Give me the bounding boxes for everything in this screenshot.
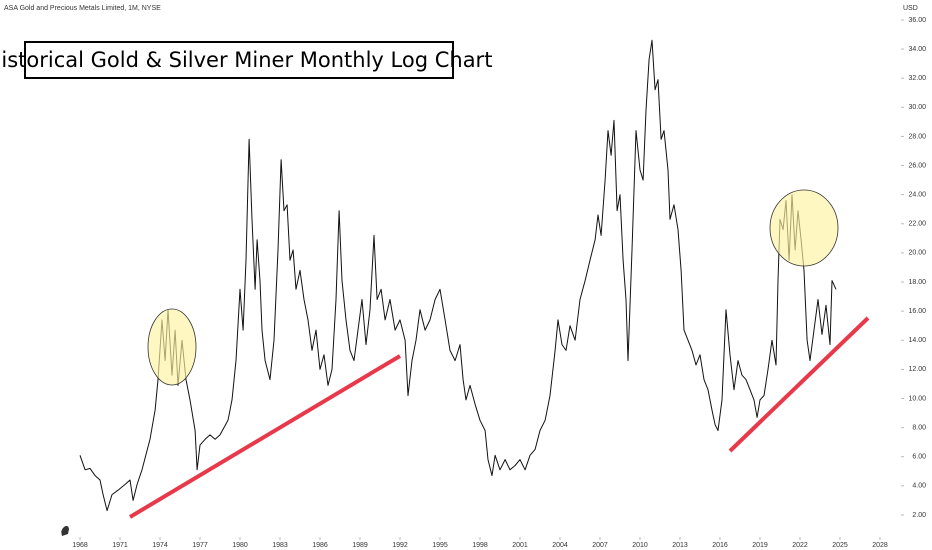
x-tick-label: 2028 (872, 542, 888, 549)
y-tick-label: 12.00 (908, 366, 926, 373)
x-tick-label: 1998 (472, 542, 488, 549)
x-tick-label: 1986 (312, 542, 328, 549)
y-tick-label: 6.00 (912, 454, 926, 461)
y-tick-label: 32.00 (908, 75, 926, 82)
x-tick-label: 2019 (752, 542, 768, 549)
highlight-circle (769, 189, 839, 267)
x-tick-label: 1989 (352, 542, 368, 549)
x-tick-label: 1974 (152, 542, 168, 549)
x-tick-label: 1995 (432, 542, 448, 549)
x-tick-label: 2001 (512, 542, 528, 549)
y-tick-label: 36.00 (908, 17, 926, 24)
y-tick-label: 8.00 (912, 424, 926, 431)
y-tick-label: 24.00 (908, 191, 926, 198)
chart-header: ASA Gold and Precious Metals Limited, 1M… (4, 5, 161, 12)
x-tick-label: 1971 (112, 542, 128, 549)
x-tick-label: 2016 (712, 542, 728, 549)
x-tick-label: 2022 (792, 542, 808, 549)
x-tick-label: 1977 (192, 542, 208, 549)
x-tick-label: 2013 (672, 542, 688, 549)
y-tick-label: 14.00 (908, 337, 926, 344)
title-box (24, 41, 454, 79)
chart-title: Historical Gold & Silver Miner Monthly L… (0, 48, 492, 72)
x-tick-label: 1983 (272, 542, 288, 549)
y-tick-label: 22.00 (908, 221, 926, 228)
x-tick-label: 1992 (392, 542, 408, 549)
trend-line (728, 316, 870, 453)
price-line (79, 39, 837, 512)
y-tick-label: 16.00 (908, 308, 926, 315)
y-tick-label: 30.00 (908, 104, 926, 111)
y-tick-label: 4.00 (912, 483, 926, 490)
x-tick-label: 2007 (592, 542, 608, 549)
highlight-circle (147, 308, 197, 386)
y-tick-label: 10.00 (908, 395, 926, 402)
logo (61, 525, 69, 536)
y-tick-label: 2.00 (912, 512, 926, 519)
y-tick-label: 34.00 (908, 46, 926, 53)
y-tick-label: 20.00 (908, 250, 926, 257)
y-tick-label: 26.00 (908, 162, 926, 169)
x-tick-label: 2010 (632, 542, 648, 549)
y-tick-label: 18.00 (908, 279, 926, 286)
x-tick-label: 1980 (232, 542, 248, 549)
trend-line (128, 354, 402, 519)
x-tick-label: 1968 (72, 542, 88, 549)
y-unit: USD (903, 5, 918, 12)
y-tick-label: 28.00 (908, 133, 926, 140)
x-tick-label: 2004 (552, 542, 568, 549)
x-tick-label: 2025 (832, 542, 848, 549)
